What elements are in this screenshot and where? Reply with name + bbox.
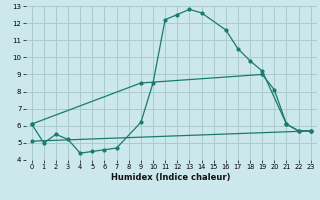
X-axis label: Humidex (Indice chaleur): Humidex (Indice chaleur) bbox=[111, 173, 231, 182]
